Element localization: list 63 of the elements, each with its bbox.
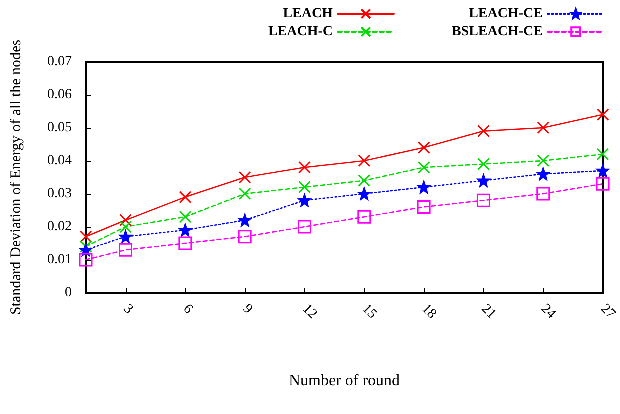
point (298, 161, 311, 174)
y-tick-label: 0.03 (48, 186, 72, 202)
point (238, 171, 252, 184)
point (477, 125, 490, 138)
point (417, 200, 431, 214)
y-tick-label: 0 (65, 286, 72, 300)
point (298, 220, 312, 234)
x-tick-label: 6 (180, 302, 196, 318)
x-tick-label: 18 (418, 302, 440, 322)
point (298, 194, 311, 207)
point (537, 154, 550, 168)
point (536, 187, 550, 201)
x-tick-label: 9 (240, 302, 256, 318)
point (358, 210, 372, 224)
x-tick-label: 27 (598, 302, 618, 322)
point (537, 168, 550, 180)
point (358, 174, 371, 188)
y-axis-title: Standard Deviation of Energy of all the nodes (8, 40, 24, 316)
x-tick-label: 12 (299, 302, 320, 322)
point (477, 158, 490, 171)
point (178, 236, 192, 250)
legend-label: LEACH-CE (469, 6, 543, 22)
point (238, 214, 252, 227)
x-tick-label: 3 (120, 302, 136, 318)
point (418, 142, 430, 154)
point (596, 148, 610, 161)
y-tick-label: 0.07 (48, 54, 72, 70)
point (358, 188, 371, 200)
point (120, 220, 132, 234)
point (418, 181, 430, 194)
y-tick-label: 0.05 (48, 120, 72, 136)
legend-label: LEACH (283, 6, 334, 22)
point (596, 164, 610, 178)
y-tick-label: 0.02 (48, 220, 72, 234)
point (179, 210, 192, 224)
y-tick-label: 0.06 (48, 88, 72, 102)
point (80, 244, 92, 256)
point (80, 240, 92, 254)
point (80, 230, 92, 244)
point (358, 154, 371, 168)
point (238, 230, 252, 244)
point (120, 214, 132, 227)
point (179, 191, 192, 204)
x-tick-label: 15 (359, 302, 380, 322)
point (596, 177, 610, 191)
point (298, 181, 311, 194)
x-tick-label: 24 (538, 302, 559, 322)
point (238, 188, 252, 200)
x-axis-title: Number of round (288, 372, 400, 390)
point (79, 253, 93, 267)
y-tick-label: 0.04 (48, 154, 72, 168)
x-tick-label: 21 (478, 302, 499, 322)
legend-label: BSLEACH-CE (452, 24, 543, 40)
legend-label: LEACH-C (268, 24, 333, 40)
point (477, 174, 490, 188)
point (418, 161, 430, 174)
point (179, 224, 192, 237)
point (119, 243, 133, 257)
point (596, 108, 610, 122)
point (476, 194, 490, 208)
y-tick-label: 0.01 (48, 252, 72, 268)
point (120, 230, 132, 244)
point (537, 122, 550, 134)
